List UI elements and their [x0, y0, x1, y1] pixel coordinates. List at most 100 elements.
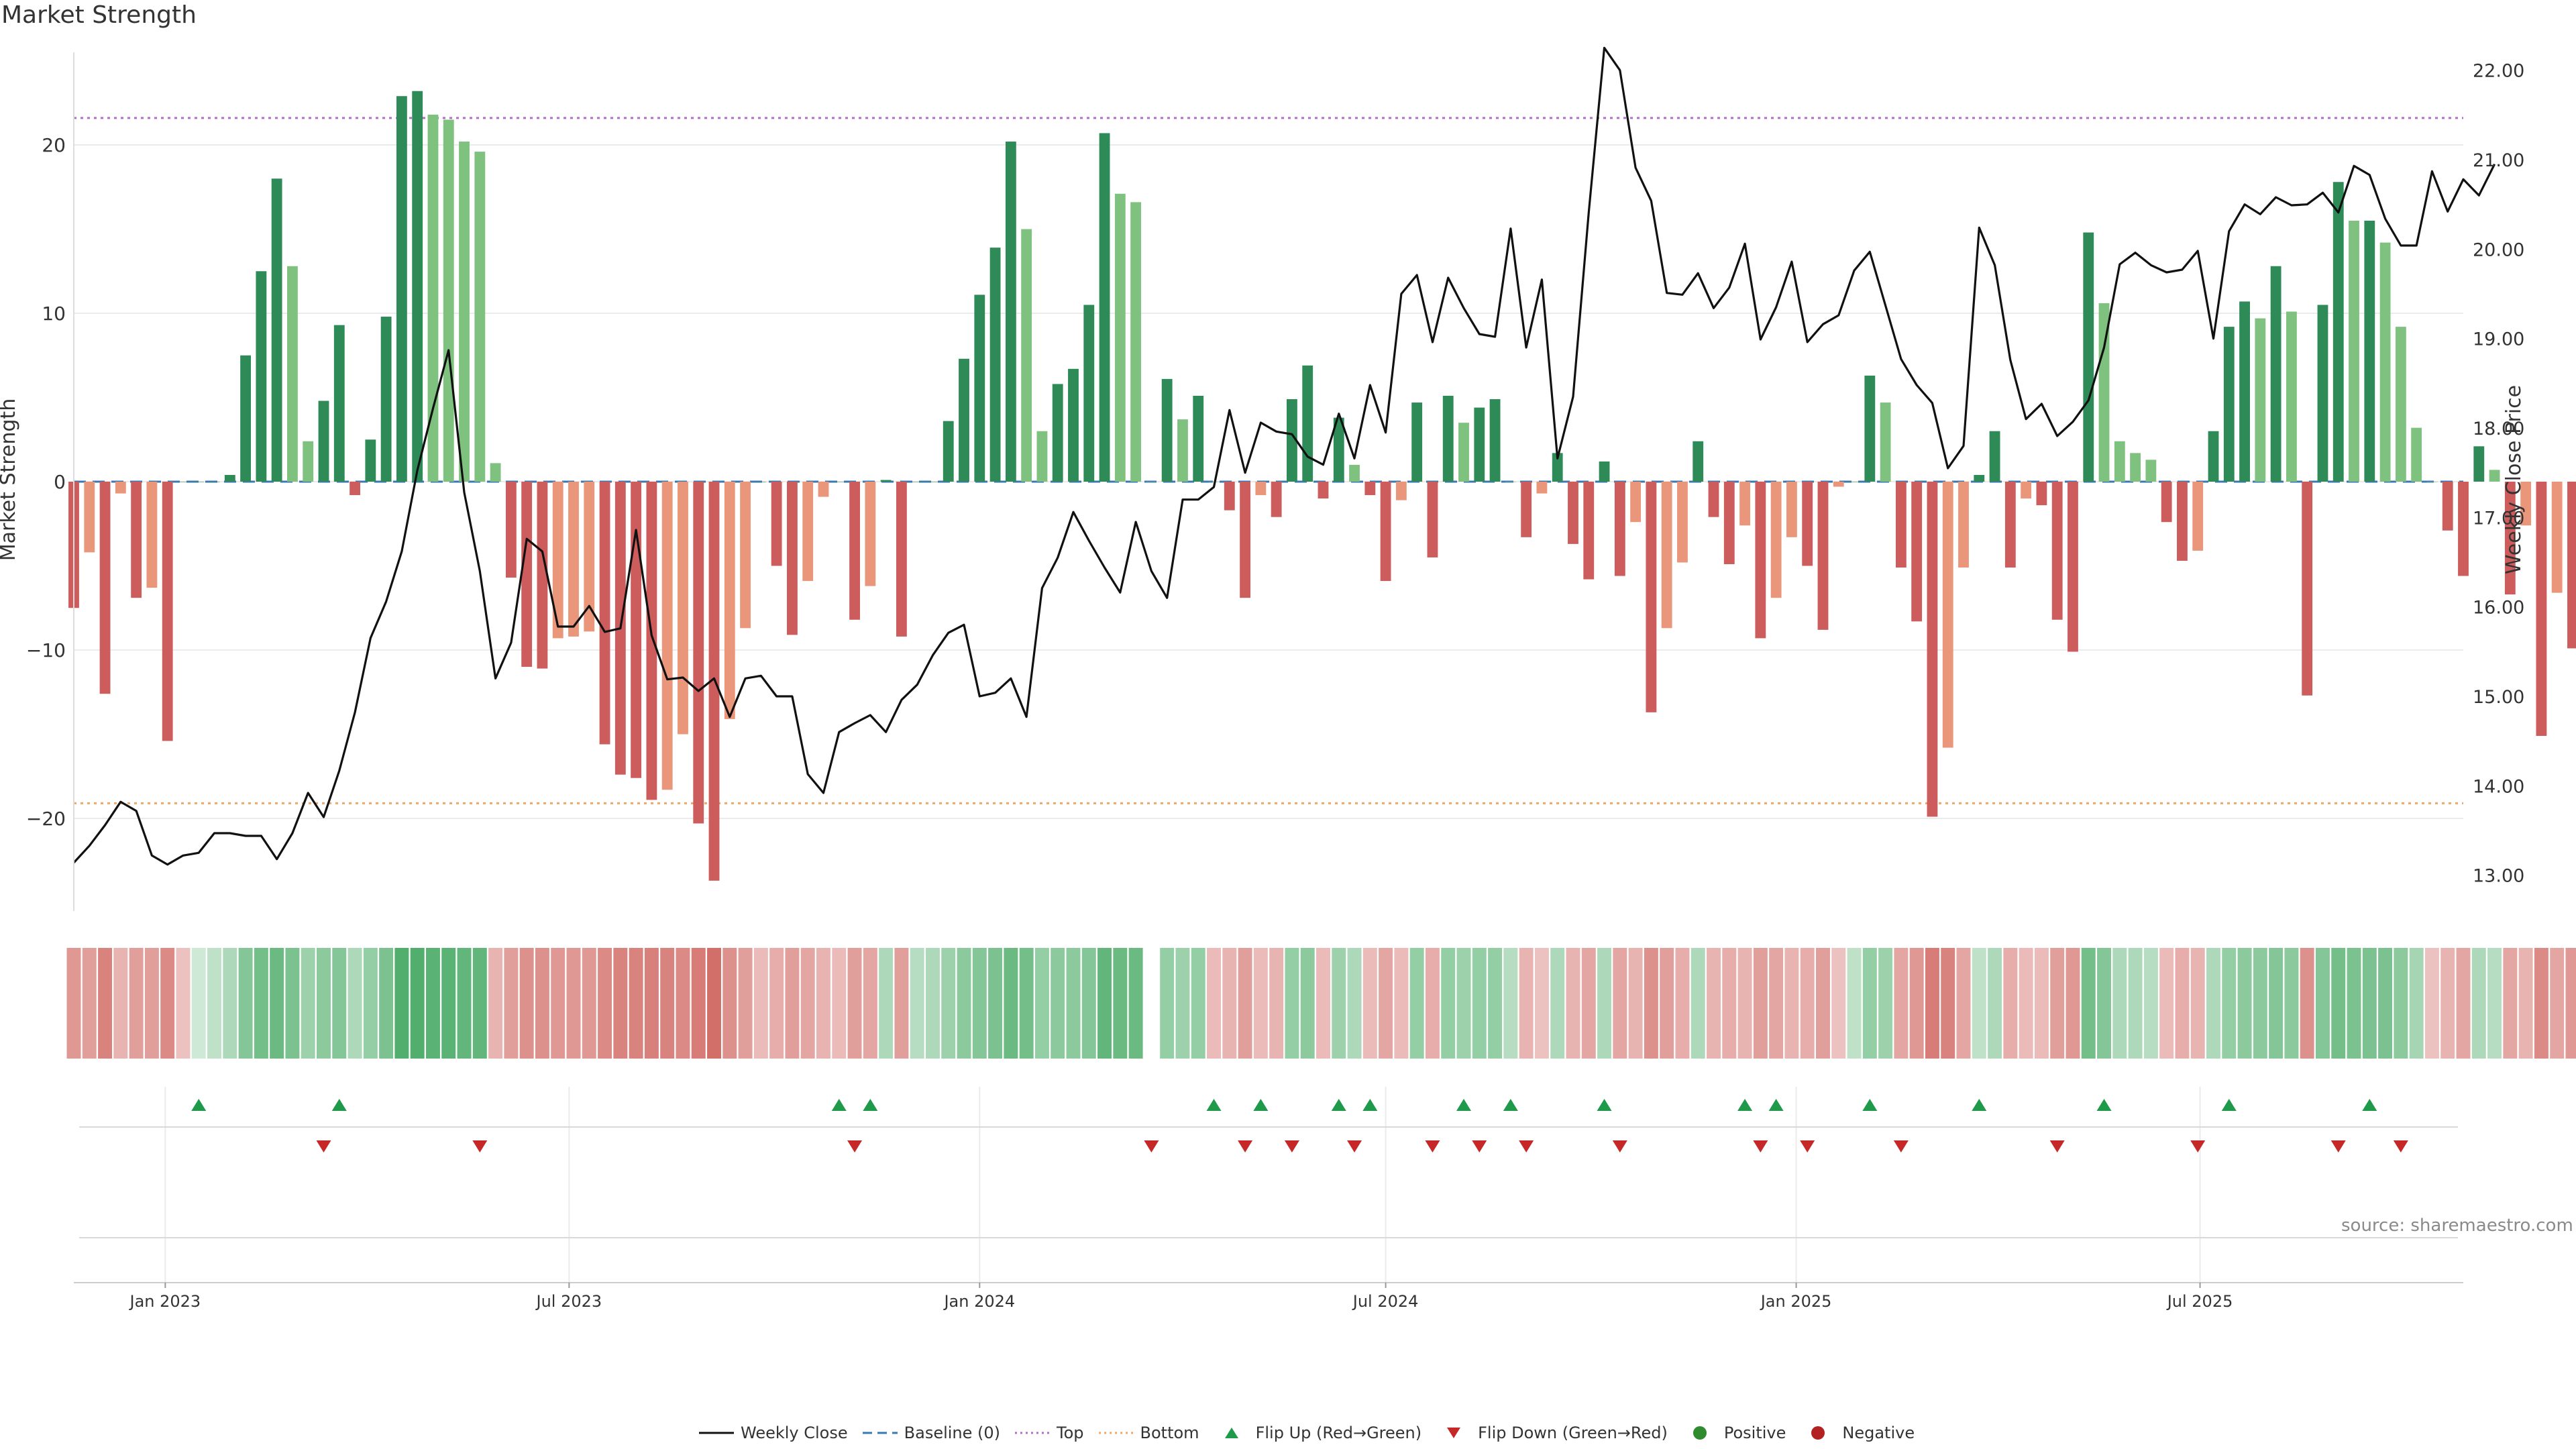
heat-cell	[1613, 948, 1627, 1059]
heat-cell	[2269, 948, 2284, 1059]
heat-cell	[2143, 948, 2158, 1059]
heat-cell	[1425, 948, 1440, 1059]
heat-cell	[1707, 948, 1721, 1059]
strength-bar	[1287, 399, 1297, 482]
strength-bar	[256, 271, 267, 482]
strength-bar	[1193, 396, 1204, 482]
strength-bar	[240, 355, 252, 482]
strength-bar	[521, 482, 533, 667]
strength-bar	[1614, 482, 1625, 576]
strength-bar	[2130, 453, 2141, 482]
strength-bar	[865, 482, 876, 586]
heat-cell	[2237, 948, 2252, 1059]
strength-bar	[333, 325, 345, 482]
flip-up-marker	[1362, 1099, 1378, 1111]
heat-cell	[425, 948, 440, 1059]
strength-bar	[1693, 441, 1704, 482]
heat-cell	[1222, 948, 1237, 1059]
flip-down-marker	[1472, 1140, 1487, 1152]
strength-bar	[568, 482, 579, 637]
heat-cell	[1550, 948, 1565, 1059]
flip-down-marker	[2330, 1140, 2346, 1152]
strength-bar	[2083, 232, 2094, 482]
y-tick-label: −20	[26, 808, 66, 830]
heat-cell	[2034, 948, 2049, 1059]
heat-cell	[2112, 948, 2127, 1059]
heat-cell	[1831, 948, 1846, 1059]
strength-bar	[1036, 431, 1048, 482]
heat-cell	[644, 948, 659, 1059]
strength-bar	[1911, 482, 1923, 622]
heat-cell	[1175, 948, 1190, 1059]
heat-cell	[113, 948, 128, 1059]
x-tick-label: Jul 2023	[535, 1292, 602, 1311]
strength-bar	[678, 482, 688, 735]
flip-down-marker	[2049, 1140, 2065, 1152]
heat-cell	[2534, 948, 2548, 1059]
strength-bar	[2145, 460, 2157, 482]
legend-label: Positive	[1723, 1424, 1786, 1442]
heat-cell	[441, 948, 456, 1059]
flip-down-marker	[1238, 1140, 1253, 1152]
x-tick-label: Jul 2024	[1352, 1292, 1419, 1311]
strength-bar	[1802, 482, 1813, 566]
heat-cell	[2331, 948, 2346, 1059]
strength-bar	[1552, 453, 1563, 482]
heat-cell	[535, 948, 549, 1059]
y2-tick-label: 13.00	[2473, 866, 2524, 887]
heat-cell	[2347, 948, 2361, 1059]
y2-tick-label: 17.00	[2473, 508, 2524, 529]
strength-bar	[1005, 142, 1016, 482]
strength-bar	[1833, 482, 1844, 487]
strength-bars	[68, 91, 2576, 881]
legend-swatch-circle-neg	[1811, 1426, 1825, 1440]
y-tick-label: −10	[26, 639, 66, 661]
heat-cell	[863, 948, 877, 1059]
flip-up-marker	[1862, 1099, 1878, 1111]
heat-cell	[1800, 948, 1815, 1059]
strength-bar	[631, 482, 642, 778]
heat-cell	[1519, 948, 1534, 1059]
strength-bar	[380, 317, 392, 482]
heat-cell	[1207, 948, 1221, 1059]
strength-bar	[1083, 305, 1095, 482]
strength-bar	[2551, 482, 2563, 593]
strength-bar	[1395, 482, 1407, 500]
heat-cell	[270, 948, 284, 1059]
legend-label: Flip Up (Red→Green)	[1255, 1424, 1422, 1442]
heat-cell	[894, 948, 909, 1059]
heat-cell	[488, 948, 503, 1059]
strength-bar	[974, 294, 985, 482]
strength-bar	[1786, 482, 1797, 537]
flip-down-marker	[847, 1140, 863, 1152]
strength-bar	[1770, 482, 1782, 598]
legend-item: Negative	[1799, 1424, 1915, 1442]
strength-bar	[350, 482, 360, 496]
y2-tick-label: 18.00	[2473, 419, 2524, 439]
heat-cell	[800, 948, 815, 1059]
flip-down-marker	[1347, 1140, 1362, 1152]
heat-cell	[1722, 948, 1737, 1059]
strength-bar	[646, 482, 657, 800]
heat-cell	[660, 948, 675, 1059]
strength-bar	[1536, 482, 1548, 494]
strength-bar	[1271, 482, 1282, 517]
legend-swatch-circle-pos	[1693, 1426, 1707, 1440]
strength-bar	[896, 482, 907, 637]
heat-cell	[2128, 948, 2143, 1059]
heat-cell	[1878, 948, 1893, 1059]
heat-cell	[910, 948, 924, 1059]
heat-cell	[2159, 948, 2174, 1059]
strength-bar	[989, 248, 1001, 482]
flip-down-marker	[1144, 1140, 1159, 1152]
legend-swatch-dot-bottom	[1098, 1432, 1134, 1434]
strength-bar	[1755, 482, 1766, 639]
heat-cell	[957, 948, 971, 1059]
heat-cell	[2378, 948, 2393, 1059]
strength-bar	[1646, 482, 1657, 712]
heat-cell	[1956, 948, 1971, 1059]
strength-bar	[818, 482, 829, 497]
heat-cell	[1534, 948, 1549, 1059]
strength-bar	[2473, 446, 2485, 482]
y-tick-label: 10	[42, 303, 66, 325]
